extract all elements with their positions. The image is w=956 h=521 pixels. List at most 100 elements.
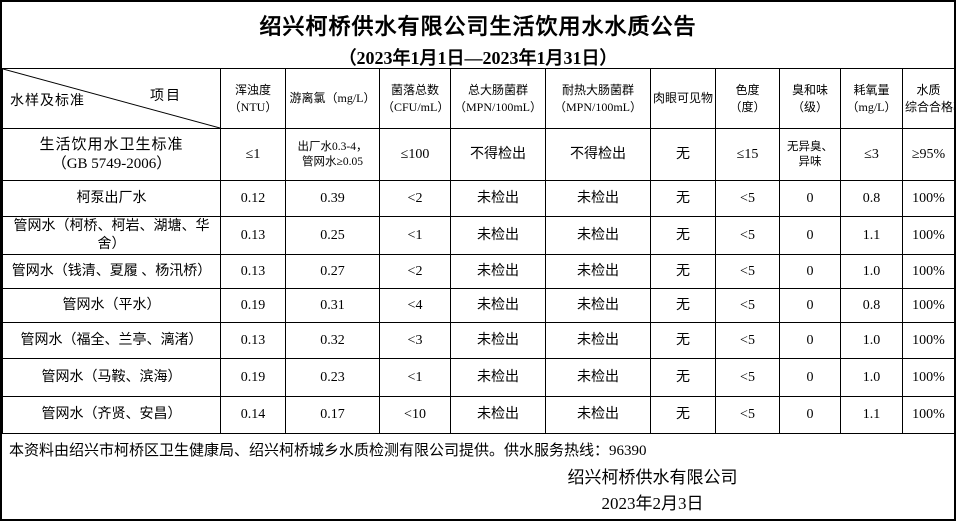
cell-colony: <3 [379, 322, 451, 359]
cell-total-coliform: 未检出 [450, 180, 546, 217]
cell-chroma: <5 [715, 396, 780, 434]
cell-odor: 0 [779, 322, 841, 359]
corner-item-label: 项目 [150, 89, 182, 104]
cell-oxygen: 1.0 [840, 322, 903, 359]
cell-turbidity: 0.12 [220, 180, 286, 217]
standard-name: 生活饮用水卫生标准 （GB 5749-2006） [2, 128, 221, 181]
header-total-coliform: 总大肠菌群 （MPN/100mL） [450, 68, 546, 129]
cell-chlorine: 0.23 [285, 358, 380, 397]
cell-chlorine: 0.27 [285, 254, 380, 289]
standard-turbidity: ≤1 [220, 128, 286, 181]
standard-odor: 无异臭、 异味 [779, 128, 841, 181]
cell-turbidity: 0.13 [220, 216, 286, 255]
table-row: 管网水（福全、兰亭、漓渚） 0.13 0.32 <3 未检出 未检出 无 <5 … [2, 322, 954, 359]
cell-chroma: <5 [715, 216, 780, 255]
sample-name: 管网水（柯桥、柯岩、湖塘、华舍） [2, 216, 221, 255]
cell-odor: 0 [779, 180, 841, 217]
standard-row: 生活饮用水卫生标准 （GB 5749-2006） ≤1 出厂水0.3-4， 管网… [2, 128, 954, 181]
cell-odor: 0 [779, 396, 841, 434]
cell-pass-rate: 100% [902, 216, 954, 255]
header-visible-matter: 肉眼可见物 [650, 68, 716, 129]
header-free-chlorine: 游离氯（mg/L） [285, 68, 380, 129]
cell-oxygen: 1.0 [840, 358, 903, 397]
standard-oxygen: ≤3 [840, 128, 903, 181]
corner-header-cell: 水样及标准 项目 [2, 68, 221, 129]
cell-chroma: <5 [715, 254, 780, 289]
cell-total-coliform: 未检出 [450, 288, 546, 323]
table-row: 管网水（齐贤、安昌） 0.14 0.17 <10 未检出 未检出 无 <5 0 … [2, 396, 954, 434]
cell-total-coliform: 未检出 [450, 396, 546, 434]
water-quality-table: 水样及标准 项目 浑浊度 （NTU） 游离氯（mg/L） 菌落总数 （CFU/mL）… [2, 68, 954, 434]
header-oxygen-consumption: 耗氧量 （mg/L） [840, 68, 903, 129]
cell-odor: 0 [779, 216, 841, 255]
cell-chlorine: 0.17 [285, 396, 380, 434]
cell-visible: 无 [650, 396, 716, 434]
cell-turbidity: 0.14 [220, 396, 286, 434]
sample-name: 管网水（马鞍、滨海） [2, 358, 221, 397]
corner-sample-label: 水样及标准 [10, 94, 85, 109]
cell-oxygen: 0.8 [840, 180, 903, 217]
header-chroma: 色度 （度） [715, 68, 780, 129]
header-turbidity: 浑浊度 （NTU） [220, 68, 286, 129]
cell-total-coliform: 未检出 [450, 322, 546, 359]
title-block: 绍兴柯桥供水有限公司生活饮用水水质公告 （2023年1月1日—2023年1月31… [2, 2, 954, 68]
cell-visible: 无 [650, 358, 716, 397]
standard-pass-rate: ≥95% [902, 128, 954, 181]
cell-chlorine: 0.25 [285, 216, 380, 255]
cell-colony: <10 [379, 396, 451, 434]
signature-company: 绍兴柯桥供水有限公司 [567, 468, 738, 487]
cell-chroma: <5 [715, 358, 780, 397]
cell-visible: 无 [650, 322, 716, 359]
cell-colony: <2 [379, 180, 451, 217]
cell-chlorine: 0.32 [285, 322, 380, 359]
cell-heat-coliform: 未检出 [545, 288, 651, 323]
standard-colony: ≤100 [379, 128, 451, 181]
cell-chlorine: 0.39 [285, 180, 380, 217]
cell-turbidity: 0.13 [220, 322, 286, 359]
cell-colony: <2 [379, 254, 451, 289]
cell-visible: 无 [650, 288, 716, 323]
cell-chlorine: 0.31 [285, 288, 380, 323]
signature-date: 2023年2月3日 [601, 494, 704, 514]
cell-oxygen: 0.8 [840, 288, 903, 323]
cell-odor: 0 [779, 358, 841, 397]
cell-oxygen: 1.1 [840, 216, 903, 255]
header-colony-count: 菌落总数 （CFU/mL） [379, 68, 451, 129]
cell-total-coliform: 未检出 [450, 358, 546, 397]
cell-colony: <1 [379, 358, 451, 397]
cell-turbidity: 0.19 [220, 358, 286, 397]
table-row: 管网水（平水） 0.19 0.31 <4 未检出 未检出 无 <5 0 0.8 … [2, 288, 954, 323]
header-heat-resistant-coliform: 耐热大肠菌群 （MPN/100mL） [545, 68, 651, 129]
cell-odor: 0 [779, 288, 841, 323]
cell-total-coliform: 未检出 [450, 216, 546, 255]
standard-chlorine: 出厂水0.3-4， 管网水≥0.05 [285, 128, 380, 181]
standard-chroma: ≤15 [715, 128, 780, 181]
table-row: 管网水（钱清、夏履 、杨汛桥） 0.13 0.27 <2 未检出 未检出 无 <… [2, 254, 954, 289]
standard-heat-coliform: 不得检出 [545, 128, 651, 181]
cell-colony: <4 [379, 288, 451, 323]
cell-odor: 0 [779, 254, 841, 289]
header-row: 水样及标准 项目 浑浊度 （NTU） 游离氯（mg/L） 菌落总数 （CFU/mL）… [2, 68, 954, 129]
cell-heat-coliform: 未检出 [545, 358, 651, 397]
cell-pass-rate: 100% [902, 288, 954, 323]
cell-visible: 无 [650, 254, 716, 289]
cell-chroma: <5 [715, 288, 780, 323]
cell-oxygen: 1.1 [840, 396, 903, 434]
cell-heat-coliform: 未检出 [545, 396, 651, 434]
cell-chroma: <5 [715, 180, 780, 217]
standard-total-coliform: 不得检出 [450, 128, 546, 181]
cell-pass-rate: 100% [902, 358, 954, 397]
cell-oxygen: 1.0 [840, 254, 903, 289]
sample-name: 柯泵出厂水 [2, 180, 221, 217]
standard-visible: 无 [650, 128, 716, 181]
cell-pass-rate: 100% [902, 322, 954, 359]
report-period: （2023年1月1日—2023年1月31日） [338, 48, 618, 68]
cell-visible: 无 [650, 216, 716, 255]
table-row: 柯泵出厂水 0.12 0.39 <2 未检出 未检出 无 <5 0 0.8 10… [2, 180, 954, 217]
header-pass-rate: 水质综合合格率 [902, 68, 954, 129]
cell-pass-rate: 100% [902, 396, 954, 434]
table-row: 管网水（马鞍、滨海） 0.19 0.23 <1 未检出 未检出 无 <5 0 1… [2, 358, 954, 397]
cell-heat-coliform: 未检出 [545, 254, 651, 289]
cell-heat-coliform: 未检出 [545, 180, 651, 217]
